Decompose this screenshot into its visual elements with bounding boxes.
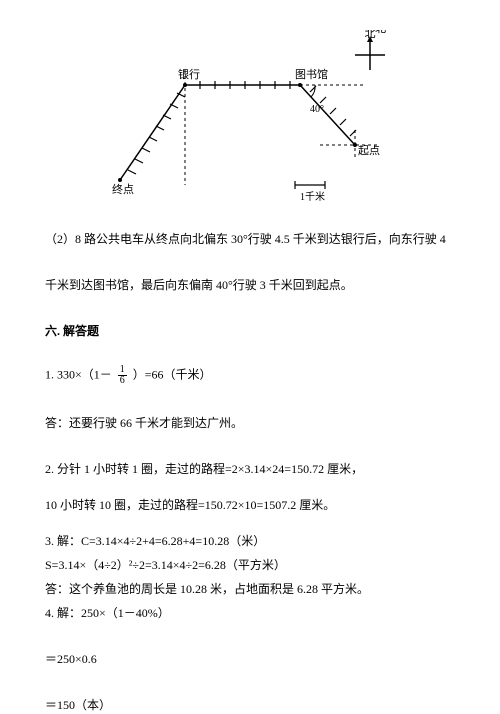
segment-end-bank (120, 85, 185, 180)
start-label: 起点 (358, 144, 380, 157)
point-bank (183, 83, 187, 87)
q4-line1: 4. 解：250×（1－40%） (45, 604, 455, 622)
q4-line2: ＝250×0.6 (45, 650, 455, 668)
route-diagram: 北 北 (100, 30, 400, 210)
bank-label: 银行 (178, 67, 200, 81)
q1-suffix: ）=66（千米） (133, 367, 212, 381)
section-heading: 六. 解答题 (45, 322, 455, 340)
scale-label: 1千米 (300, 190, 325, 203)
q3-line2: S=3.14×（4÷2）²÷2=3.14×4÷2=6.28（平方米） (45, 556, 455, 574)
fraction-1-6: 1 6 (118, 365, 127, 386)
q3-line1: 3. 解：C=3.14×4÷2+4=6.28+4=10.28（米） (45, 532, 455, 550)
library-label: 图书馆 (295, 67, 328, 81)
segment-library-start (300, 85, 355, 145)
end-label: 终点 (112, 182, 134, 196)
point-library (298, 83, 302, 87)
diagram-svg: 北 北 (100, 30, 400, 210)
q3-line3: 答：这个养鱼池的周长是 10.28 米，占地面积是 6.28 平方米。 (45, 580, 455, 598)
q1-answer: 答：还要行驶 66 千米才能到达广州。 (45, 414, 455, 432)
q4-line3: ＝150（本） (45, 696, 455, 714)
fraction-denominator: 6 (118, 376, 127, 386)
angle-label: 40° (310, 104, 324, 115)
tick-marks-1 (128, 93, 185, 174)
paragraph-2-line1: （2）8 路公共电车从终点向北偏东 30°行驶 4.5 千米到达银行后，向东行驶… (45, 230, 455, 248)
compass-north-label: 北 (365, 30, 376, 40)
point-start (353, 143, 357, 147)
q1-expression: 1. 330×（1－ 1 6 ）=66（千米） (45, 365, 455, 386)
q1-prefix: 1. 330×（1－ (45, 367, 115, 381)
paragraph-2-line2: 千米到达图书馆，最后向东偏南 40°行驶 3 千米回到起点。 (45, 276, 455, 294)
q2-line2: 10 小时转 10 圈，走过的路程=150.72×10=1507.2 厘米。 (45, 496, 455, 514)
point-end (118, 178, 122, 182)
north-text: 北 (375, 30, 386, 35)
scale-bar (295, 181, 325, 189)
compass-icon (355, 36, 385, 70)
q2-line1: 2. 分针 1 小时转 1 圈，走过的路程=2×3.14×24=150.72 厘… (45, 460, 455, 478)
